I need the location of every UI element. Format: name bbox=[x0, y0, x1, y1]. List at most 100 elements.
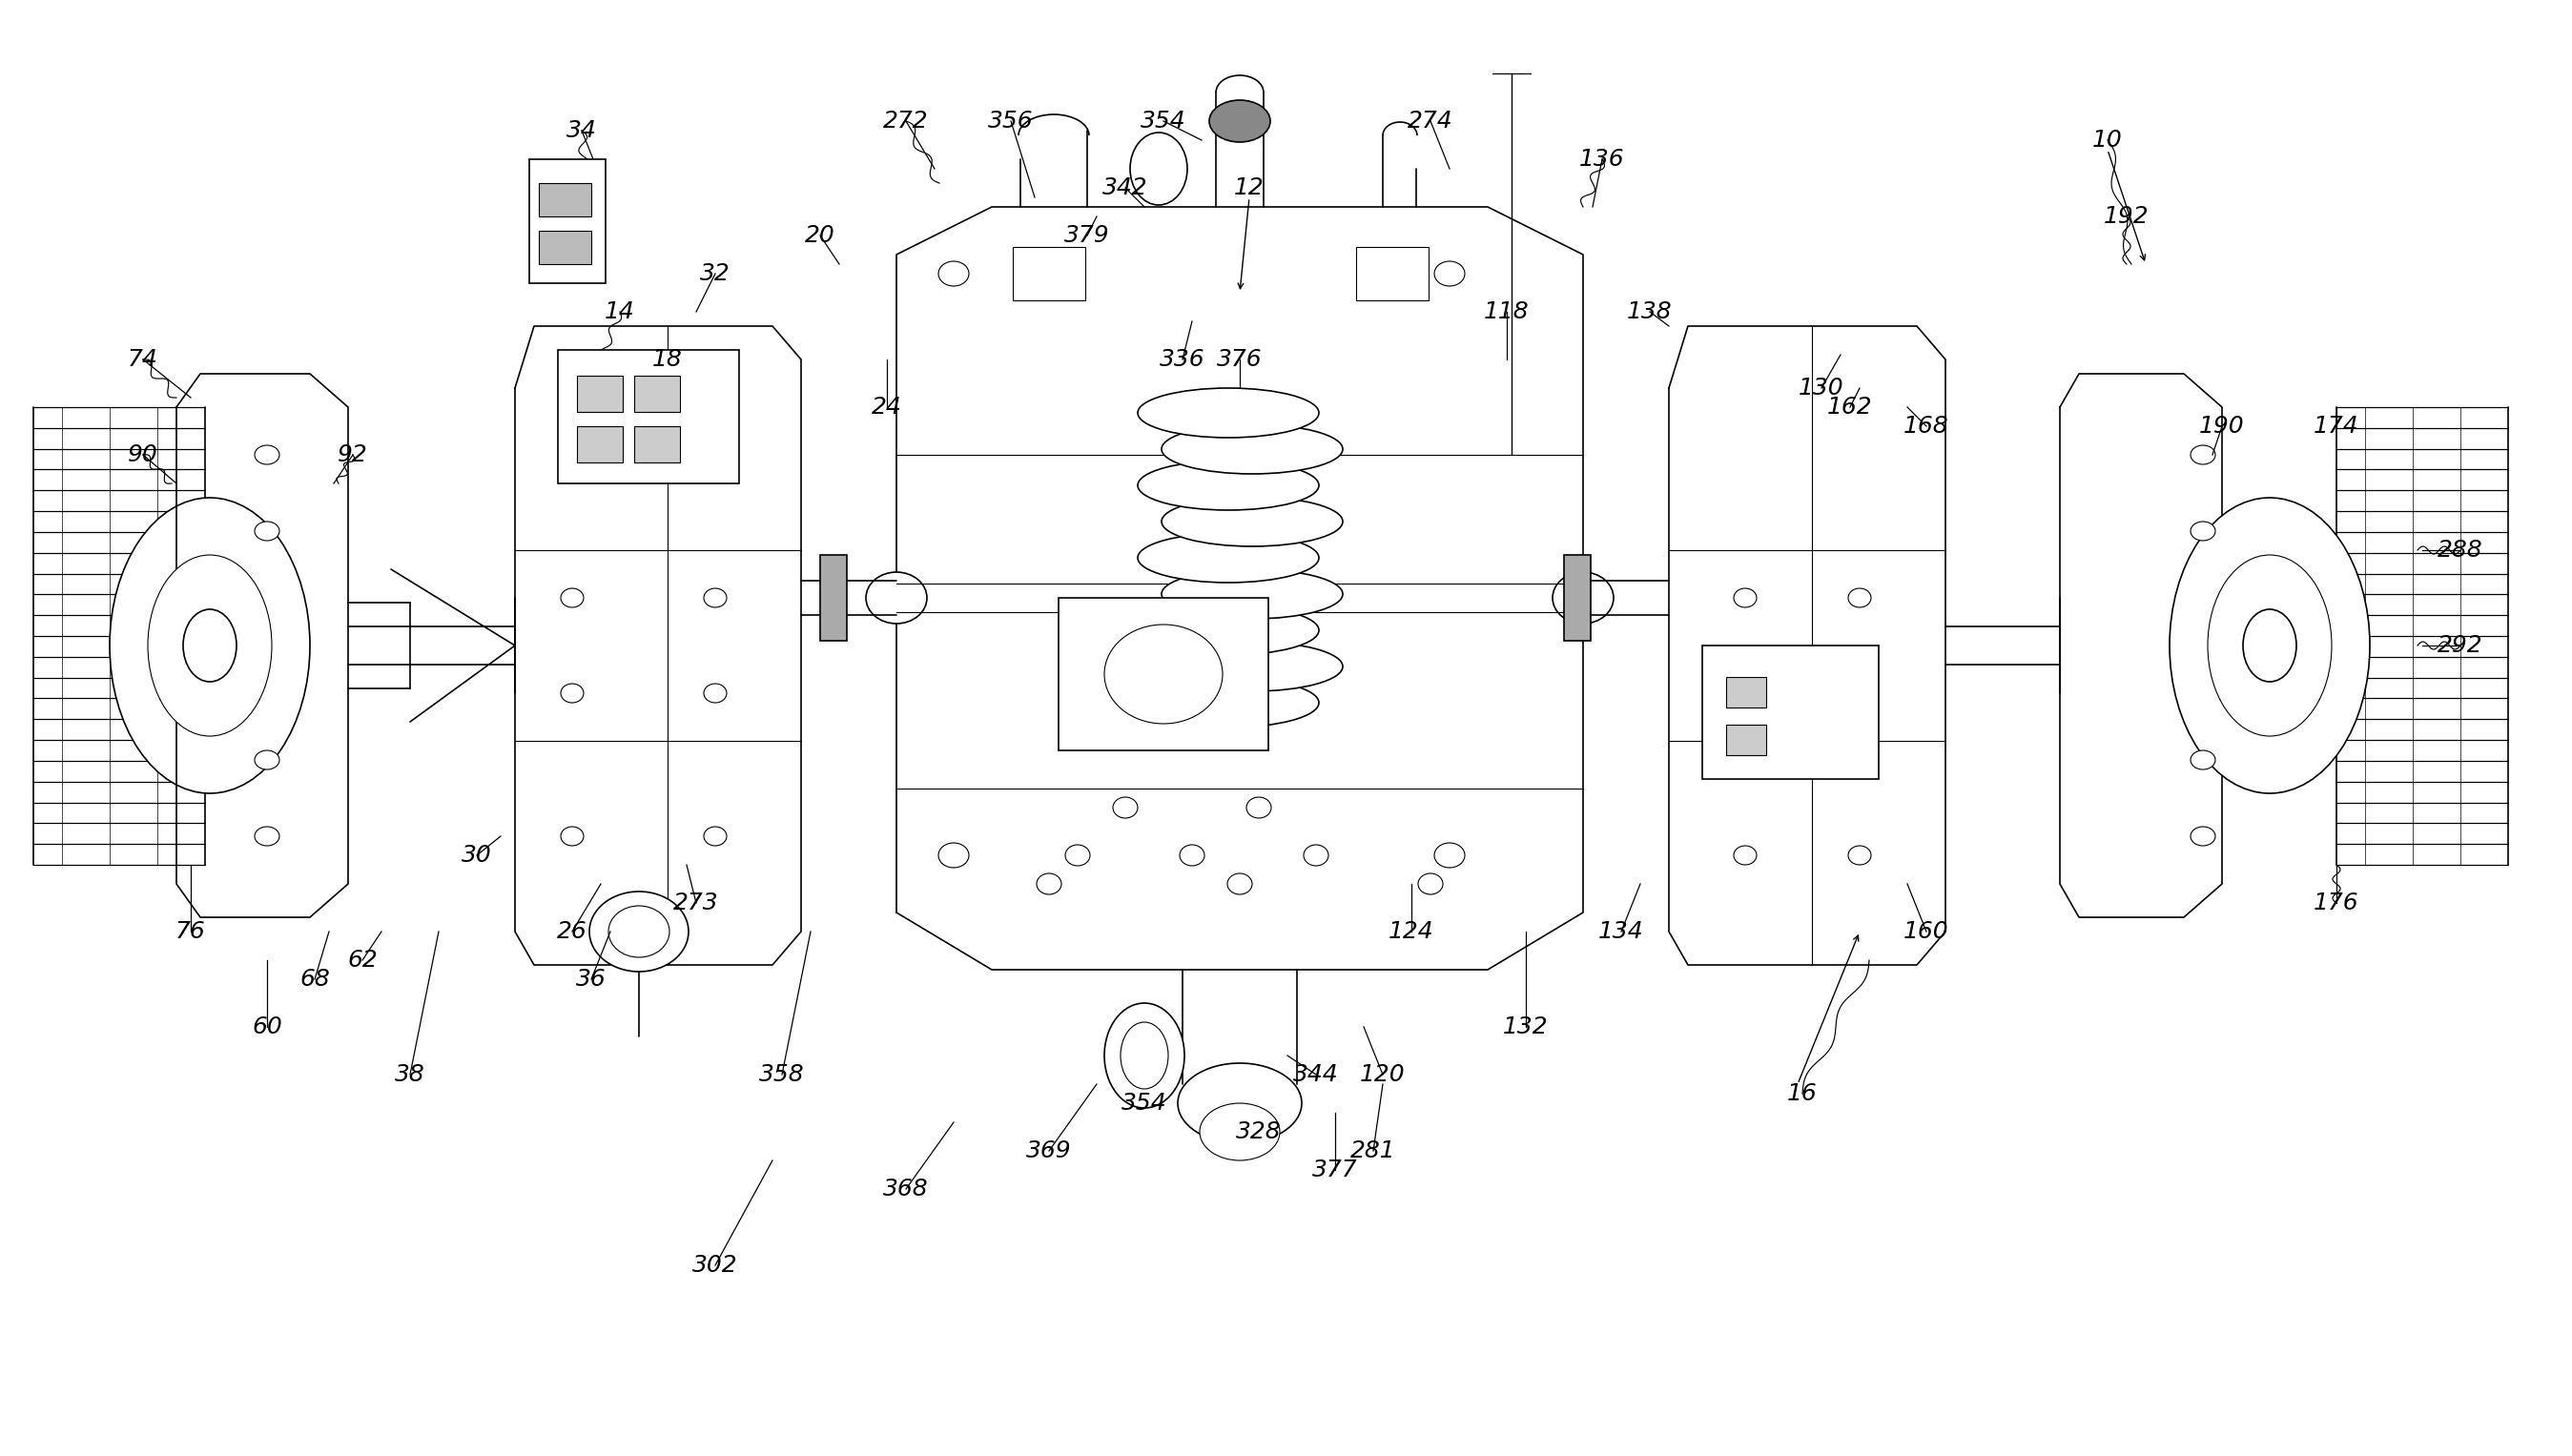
Ellipse shape bbox=[1163, 569, 1343, 619]
Text: 136: 136 bbox=[1579, 149, 1626, 170]
Ellipse shape bbox=[2191, 446, 2214, 464]
Text: 274: 274 bbox=[1407, 109, 1453, 132]
Bar bbox=[1726, 677, 1767, 708]
Ellipse shape bbox=[1435, 843, 1466, 868]
Ellipse shape bbox=[2191, 827, 2214, 846]
Text: 176: 176 bbox=[2315, 891, 2359, 914]
Ellipse shape bbox=[705, 588, 728, 607]
Text: 292: 292 bbox=[2438, 633, 2482, 657]
Ellipse shape bbox=[1137, 389, 1319, 438]
Ellipse shape bbox=[147, 555, 273, 737]
Text: 36: 36 bbox=[576, 968, 607, 990]
Ellipse shape bbox=[2243, 609, 2297, 681]
Ellipse shape bbox=[1163, 424, 1343, 473]
Ellipse shape bbox=[1114, 796, 1137, 818]
Ellipse shape bbox=[1227, 874, 1253, 894]
Ellipse shape bbox=[1137, 678, 1319, 728]
Text: 272: 272 bbox=[882, 109, 928, 132]
Ellipse shape bbox=[589, 891, 689, 971]
Text: 162: 162 bbox=[1826, 396, 1872, 418]
Ellipse shape bbox=[1137, 533, 1319, 582]
Text: 34: 34 bbox=[566, 119, 597, 143]
Bar bbox=[576, 427, 622, 463]
Ellipse shape bbox=[939, 843, 970, 868]
Text: 26: 26 bbox=[558, 920, 586, 943]
Ellipse shape bbox=[1304, 844, 1327, 866]
Ellipse shape bbox=[1037, 874, 1062, 894]
Text: 302: 302 bbox=[692, 1254, 738, 1277]
Text: 356: 356 bbox=[988, 109, 1034, 132]
Ellipse shape bbox=[1849, 846, 1870, 865]
Bar bbox=[558, 349, 738, 483]
Text: 376: 376 bbox=[1217, 348, 1263, 371]
Ellipse shape bbox=[867, 572, 926, 623]
Text: 14: 14 bbox=[604, 300, 635, 323]
Ellipse shape bbox=[1137, 460, 1319, 510]
Ellipse shape bbox=[561, 827, 584, 846]
Text: 379: 379 bbox=[1065, 224, 1111, 248]
Text: 130: 130 bbox=[1798, 377, 1844, 399]
Ellipse shape bbox=[561, 684, 584, 703]
Text: 328: 328 bbox=[1237, 1120, 1281, 1143]
Text: 288: 288 bbox=[2438, 539, 2482, 562]
Ellipse shape bbox=[183, 609, 237, 681]
Ellipse shape bbox=[1553, 572, 1613, 623]
Ellipse shape bbox=[255, 521, 280, 540]
Text: 138: 138 bbox=[1628, 300, 1672, 323]
Bar bbox=[576, 376, 622, 412]
Bar bbox=[1355, 248, 1427, 300]
Ellipse shape bbox=[1163, 496, 1343, 546]
Text: 358: 358 bbox=[759, 1063, 805, 1086]
Ellipse shape bbox=[2191, 750, 2214, 769]
Ellipse shape bbox=[1209, 100, 1271, 143]
Ellipse shape bbox=[1734, 588, 1757, 607]
Text: 192: 192 bbox=[2104, 205, 2150, 229]
Text: 132: 132 bbox=[1502, 1015, 1548, 1038]
Ellipse shape bbox=[111, 498, 311, 794]
Bar bbox=[1013, 248, 1085, 300]
Ellipse shape bbox=[561, 588, 584, 607]
Ellipse shape bbox=[705, 684, 728, 703]
Text: 90: 90 bbox=[129, 444, 159, 466]
Text: 12: 12 bbox=[1235, 176, 1265, 199]
Text: 368: 368 bbox=[882, 1178, 928, 1200]
Text: 30: 30 bbox=[463, 844, 491, 866]
Bar bbox=[635, 427, 679, 463]
Ellipse shape bbox=[255, 827, 280, 846]
Text: 10: 10 bbox=[2094, 128, 2122, 151]
Bar bbox=[635, 376, 679, 412]
Ellipse shape bbox=[1137, 606, 1319, 655]
Ellipse shape bbox=[2191, 521, 2214, 540]
Text: 354: 354 bbox=[1121, 1092, 1168, 1115]
Text: 281: 281 bbox=[1350, 1140, 1397, 1162]
Text: 160: 160 bbox=[1903, 920, 1950, 943]
Ellipse shape bbox=[1849, 588, 1870, 607]
Bar bbox=[538, 230, 592, 264]
Bar bbox=[820, 555, 846, 641]
Text: 16: 16 bbox=[1788, 1082, 1818, 1105]
Text: 134: 134 bbox=[1600, 920, 1644, 943]
Ellipse shape bbox=[1199, 1104, 1281, 1160]
Ellipse shape bbox=[610, 906, 669, 957]
Ellipse shape bbox=[1121, 1022, 1168, 1089]
Ellipse shape bbox=[1417, 874, 1443, 894]
Text: 60: 60 bbox=[252, 1015, 283, 1038]
Ellipse shape bbox=[1734, 846, 1757, 865]
Text: 38: 38 bbox=[396, 1063, 424, 1086]
Ellipse shape bbox=[1129, 132, 1188, 205]
Text: 174: 174 bbox=[2315, 415, 2359, 438]
Text: 118: 118 bbox=[1484, 300, 1530, 323]
Text: 92: 92 bbox=[337, 444, 368, 466]
Text: 68: 68 bbox=[298, 968, 329, 990]
Text: 120: 120 bbox=[1361, 1063, 1404, 1086]
Text: 32: 32 bbox=[700, 262, 730, 285]
Ellipse shape bbox=[1178, 1063, 1301, 1143]
Ellipse shape bbox=[705, 827, 728, 846]
Text: 369: 369 bbox=[1026, 1140, 1073, 1162]
Ellipse shape bbox=[255, 446, 280, 464]
Bar bbox=[530, 159, 604, 282]
Text: 190: 190 bbox=[2199, 415, 2245, 438]
Ellipse shape bbox=[255, 750, 280, 769]
Text: 273: 273 bbox=[674, 891, 720, 914]
Text: 377: 377 bbox=[1312, 1159, 1358, 1181]
